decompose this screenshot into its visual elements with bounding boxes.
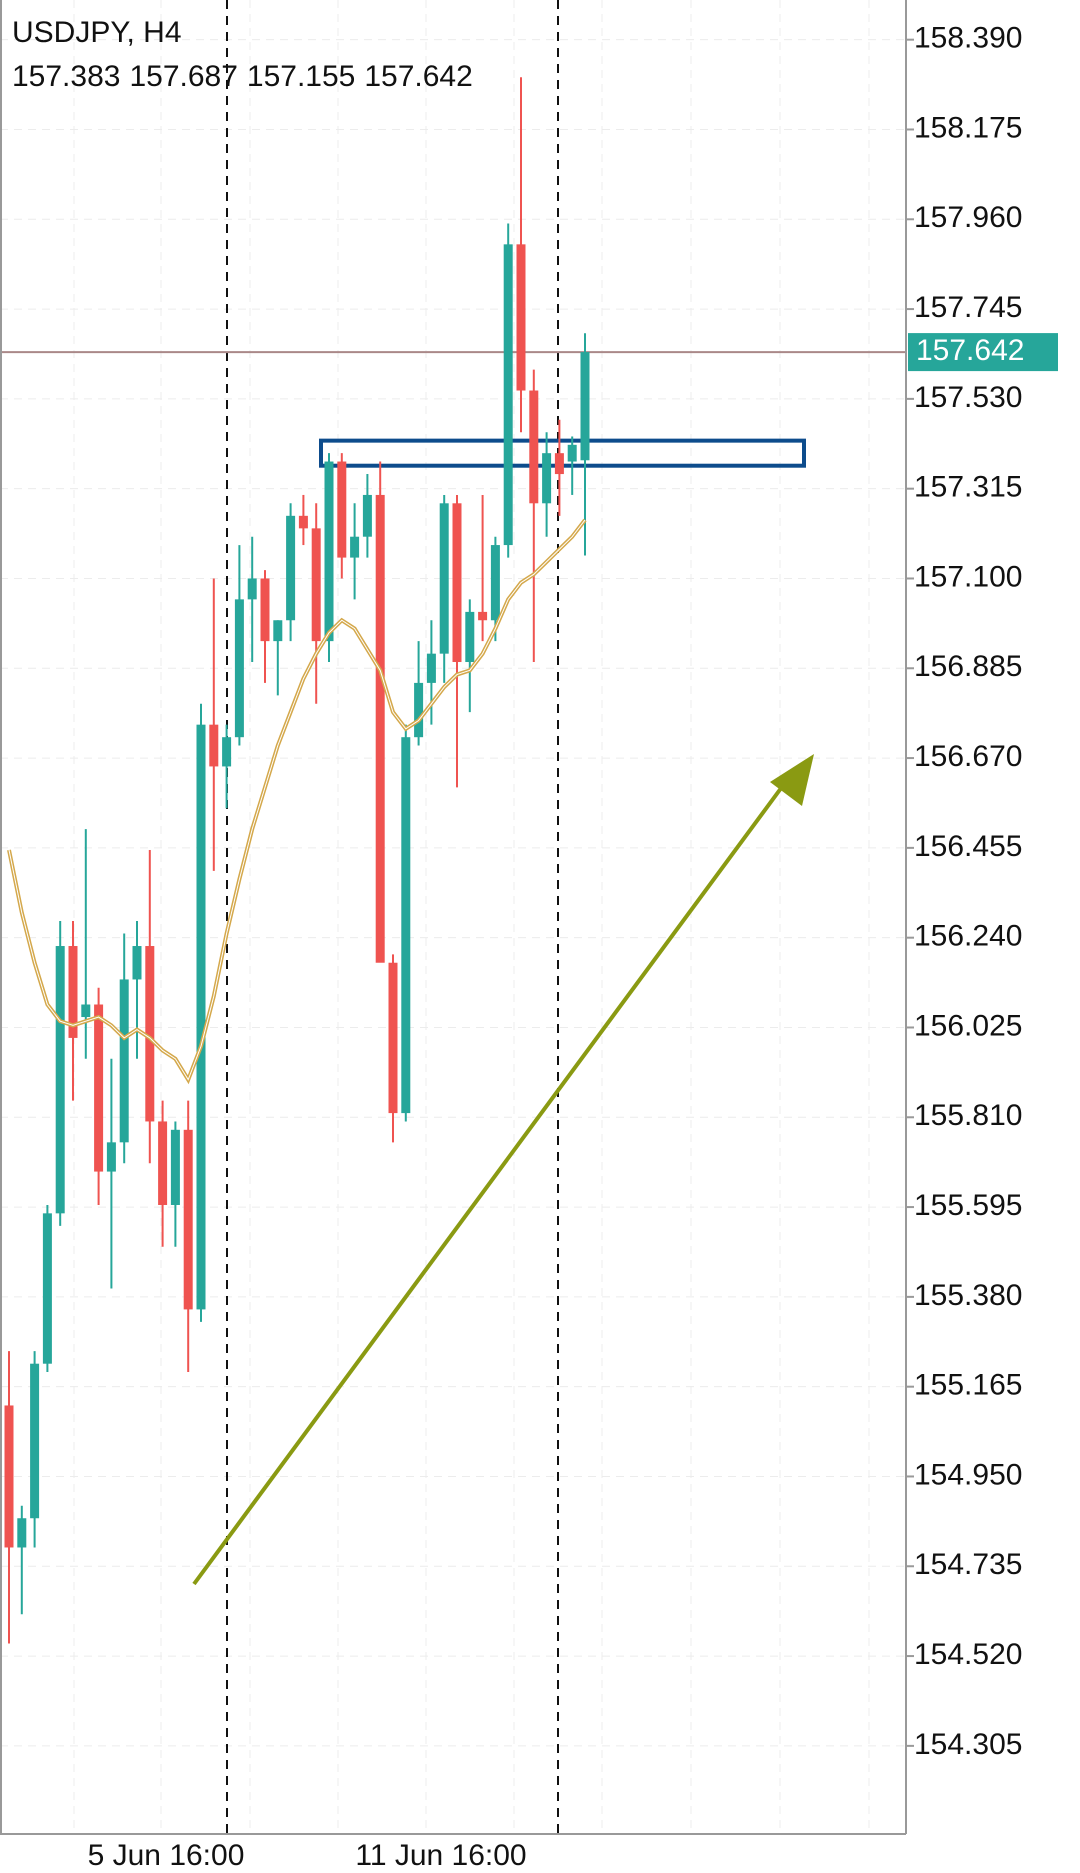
y-tick-label: 156.240 [914, 920, 1022, 953]
candle-body [234, 599, 244, 738]
candle-body [298, 515, 308, 529]
candle-body [55, 946, 65, 1214]
y-tick-label: 158.175 [914, 111, 1022, 144]
candle-body [132, 946, 142, 980]
candle-body [401, 737, 411, 1114]
y-tick-label: 155.810 [914, 1099, 1022, 1132]
candle-body [465, 611, 475, 663]
y-tick-label: 157.745 [914, 291, 1022, 324]
candle-body [490, 545, 500, 621]
candle-body [158, 1121, 168, 1205]
candle-body [30, 1363, 40, 1519]
candle-body [286, 515, 296, 621]
candle-body [311, 528, 321, 642]
candle-body [580, 352, 590, 461]
candle-body [170, 1129, 180, 1205]
candle-body [362, 494, 372, 537]
x-label: 5 Jun 16:00 [88, 1839, 245, 1872]
candle-body [247, 578, 257, 600]
current-price-label: 157.642 [916, 334, 1024, 367]
candle-body [554, 453, 564, 475]
candle-body [17, 1518, 27, 1548]
candle-body [209, 724, 219, 767]
candle-body [183, 1129, 193, 1310]
candle-body [503, 244, 513, 546]
candle-body [4, 1405, 14, 1548]
candle-body [324, 461, 334, 642]
y-tick-label: 155.595 [914, 1189, 1022, 1222]
ohlc-close: 157.642 [364, 60, 472, 93]
candle-body [119, 979, 129, 1143]
candle-body [567, 444, 577, 462]
y-tick-label: 154.305 [914, 1728, 1022, 1761]
candle-body [94, 1004, 104, 1172]
price-axis: 158.390 158.175 157.960 157.745 157.530 157.3… [906, 22, 1058, 1761]
y-tick-label: 156.455 [914, 830, 1022, 863]
y-tick-label: 155.380 [914, 1279, 1022, 1312]
ohlc-open: 157.383 [12, 60, 120, 93]
candle-body [222, 737, 232, 767]
ohlc-high: 157.687 [129, 60, 237, 93]
trend-arrow [192, 774, 792, 1586]
candle-body [375, 494, 385, 963]
y-tick-label: 154.735 [914, 1548, 1022, 1581]
y-tick-label: 154.950 [914, 1458, 1022, 1491]
y-tick-label: 154.520 [914, 1638, 1022, 1671]
y-tick-label: 156.025 [914, 1009, 1022, 1042]
vertical-grid [73, 0, 870, 1834]
candle-body [42, 1213, 52, 1364]
symbol-title: USDJPY, H4 [12, 16, 182, 49]
candle-body [337, 461, 347, 558]
y-tick-label: 157.960 [914, 201, 1022, 234]
candle-body [388, 962, 398, 1114]
candle-body [145, 946, 155, 1122]
grid [0, 39, 906, 1747]
y-tick-label: 158.390 [914, 22, 1022, 55]
y-tick-label: 156.670 [914, 740, 1022, 773]
candle-body [452, 503, 462, 663]
candle-body [426, 653, 436, 683]
candle-body [196, 724, 206, 1310]
y-tick-label: 155.165 [914, 1369, 1022, 1402]
x-label: 11 Jun 16:00 [355, 1839, 526, 1872]
candle-body [439, 503, 449, 654]
candle-body [260, 578, 270, 642]
current-price-box [908, 333, 1058, 372]
candle-body [414, 682, 424, 738]
y-tick-label: 156.885 [914, 650, 1022, 683]
candle-body [68, 946, 78, 1038]
candle-body [273, 620, 283, 642]
candle-body [106, 1142, 116, 1172]
candle-body [478, 611, 488, 621]
ohlc-low: 157.155 [247, 60, 355, 93]
y-tick-label: 157.100 [914, 560, 1022, 593]
moving-average-inner [8, 519, 586, 1081]
candle-body [81, 1004, 91, 1018]
arrow-head [770, 754, 814, 806]
candle-body [542, 453, 552, 504]
plot [0, 77, 906, 1644]
y-tick-label: 157.315 [914, 471, 1022, 504]
y-tick-label: 157.530 [914, 381, 1022, 414]
candle-body [516, 244, 526, 391]
candle-body [529, 390, 539, 504]
ohlc-header: 157.383 157.687 157.155 157.642 [12, 60, 473, 93]
candle-body [350, 536, 360, 558]
